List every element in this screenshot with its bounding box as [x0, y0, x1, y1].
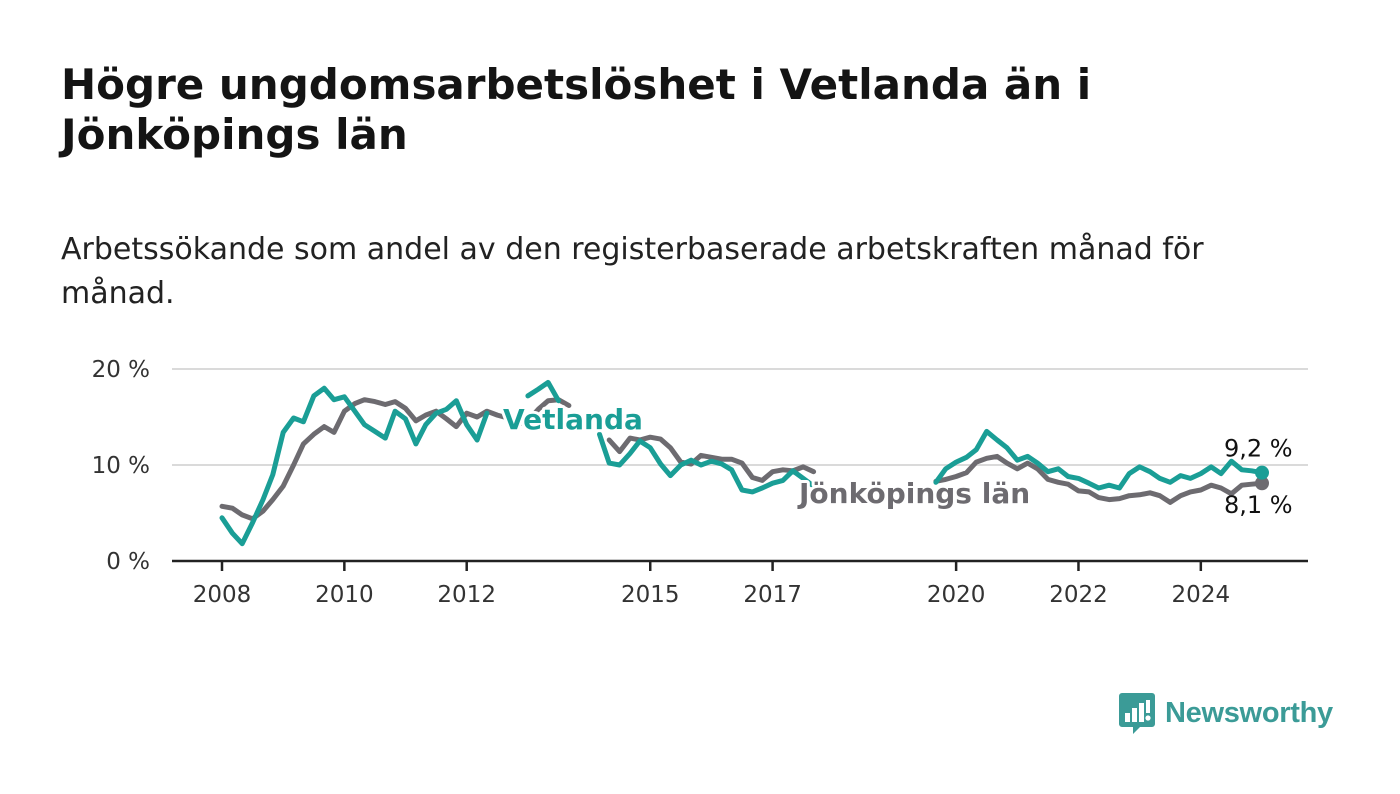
- x-tick-label: 2012: [437, 582, 496, 608]
- series-line-vetlanda: [219, 379, 1265, 547]
- newsworthy-logo-icon: [1119, 693, 1155, 734]
- series-name-label: Jönköpings län: [797, 477, 1030, 510]
- end-point-marker: [1255, 476, 1269, 491]
- y-tick-label: 20 %: [92, 357, 150, 383]
- newsworthy-brand[interactable]: Newsworthy: [1119, 690, 1333, 736]
- y-axis-tick-labels: 0 % 10 % 20 %: [92, 357, 150, 575]
- y-tick-label: 10 %: [92, 453, 150, 479]
- x-tick-label: 2022: [1049, 582, 1108, 608]
- x-tick-label: 2015: [621, 582, 680, 608]
- x-tick-label: 2020: [927, 582, 986, 608]
- x-axis: 2008 2010 2012 2015 2017 2020 2022 2024: [172, 559, 1308, 608]
- x-tick-label: 2008: [193, 582, 252, 608]
- brand-name: Newsworthy: [1165, 696, 1333, 729]
- series-lines: [219, 379, 1269, 547]
- chart-subtitle: Arbetssökande som andel av den registerb…: [61, 232, 1204, 311]
- series-labels: 8,1 % 9,2 % Jönköpings län Vetlanda: [500, 400, 1293, 519]
- end-value-label: 8,1 %: [1224, 491, 1293, 519]
- series-line-j-nk-pings-l-n: [219, 397, 1265, 522]
- x-tick-label: 2024: [1172, 582, 1231, 608]
- chart-title: Högre ungdomsarbetslöshet i Vetlanda än …: [61, 60, 1092, 159]
- end-value-label: 9,2 %: [1224, 435, 1293, 463]
- series-name-label: Vetlanda: [503, 403, 643, 436]
- y-tick-label: 0 %: [106, 549, 150, 575]
- x-tick-label: 2010: [315, 582, 374, 608]
- x-tick-label: 2017: [743, 582, 802, 608]
- end-point-marker: [1255, 465, 1269, 480]
